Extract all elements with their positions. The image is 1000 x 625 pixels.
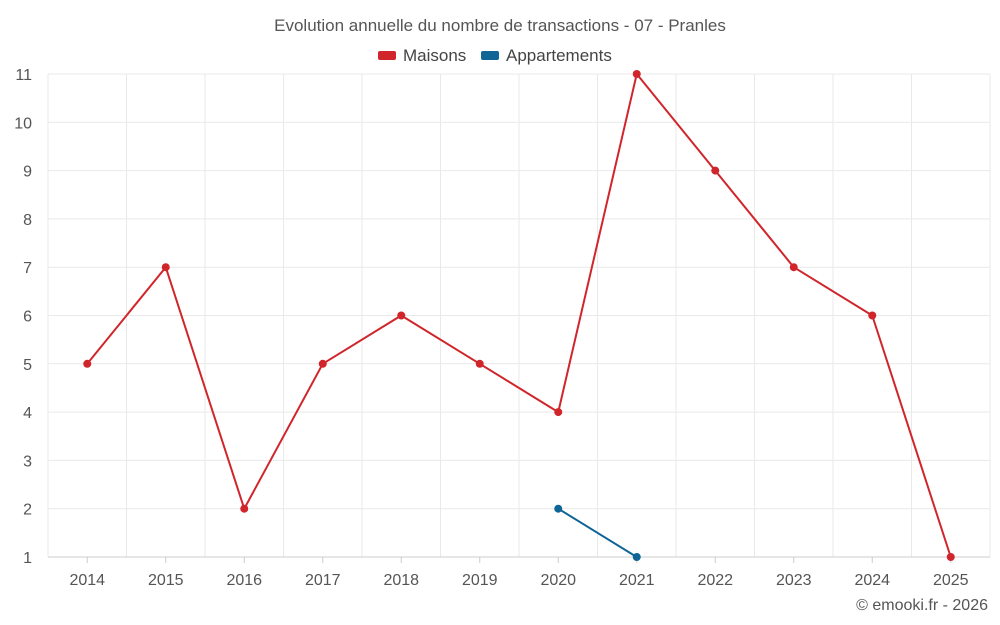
- x-tick-label: 2018: [383, 572, 419, 589]
- legend-item-maisons[interactable]: Maisons: [378, 46, 466, 65]
- data-point-maisons[interactable]: [475, 359, 484, 368]
- data-point-maisons[interactable]: [554, 408, 563, 417]
- x-tick-label: 2023: [776, 572, 812, 589]
- y-tick-label: 6: [23, 309, 32, 326]
- data-point-maisons[interactable]: [83, 359, 92, 368]
- legend-label-appartements: Appartements: [506, 46, 612, 65]
- legend-swatch-maisons: [378, 51, 396, 60]
- y-tick-label: 4: [23, 405, 32, 422]
- y-tick-label: 1: [23, 550, 32, 567]
- x-tick-label: 2019: [462, 572, 498, 589]
- y-tick-label: 3: [23, 453, 32, 470]
- x-tick-label: 2020: [540, 572, 576, 589]
- series-line-appartements: [557, 507, 638, 558]
- x-tick-label: 2015: [148, 572, 184, 589]
- legend-item-appartements[interactable]: Appartements: [481, 46, 612, 65]
- y-tick-label: 9: [23, 164, 32, 181]
- x-tick-label: 2014: [69, 572, 105, 589]
- grid: [47, 73, 991, 557]
- y-tick-label: 11: [15, 67, 32, 84]
- data-point-appartements[interactable]: [554, 504, 563, 513]
- y-tick-label: 2: [23, 502, 32, 519]
- data-point-maisons[interactable]: [161, 263, 170, 272]
- y-tick-label: 8: [23, 212, 32, 229]
- series-line-maisons: [86, 73, 952, 558]
- data-point-appartements[interactable]: [632, 553, 641, 561]
- data-point-maisons[interactable]: [632, 70, 641, 78]
- data-point-maisons[interactable]: [397, 311, 406, 320]
- chart-title: Evolution annuelle du nombre de transact…: [274, 16, 726, 35]
- x-tick-label: 2022: [697, 572, 733, 589]
- y-tick-label: 5: [23, 357, 32, 374]
- legend-swatch-appartements: [481, 51, 499, 60]
- x-tick-label: 2017: [305, 572, 341, 589]
- legend: Maisons Appartements: [378, 46, 612, 65]
- y-tick-label: 7: [23, 260, 32, 277]
- credit-text: © emooki.fr - 2026: [856, 597, 988, 614]
- axes: 1 2 3 4 5 6 7 8 9 10 11 2014 2015 2016 2017 2018 2019 202…: [14, 67, 990, 589]
- data-point-maisons[interactable]: [318, 359, 327, 368]
- y-tick-label: 10: [14, 115, 32, 132]
- x-tick-label: 2024: [854, 572, 890, 589]
- data-point-maisons[interactable]: [711, 166, 720, 175]
- data-point-maisons[interactable]: [946, 553, 955, 561]
- data-point-maisons[interactable]: [868, 311, 877, 320]
- x-tick-label: 2016: [226, 572, 262, 589]
- data-point-maisons[interactable]: [789, 263, 798, 272]
- x-tick-label: 2021: [619, 572, 655, 589]
- series: [83, 70, 955, 561]
- x-tick-label: 2025: [933, 572, 969, 589]
- legend-label-maisons: Maisons: [403, 46, 466, 65]
- data-point-maisons[interactable]: [240, 504, 249, 513]
